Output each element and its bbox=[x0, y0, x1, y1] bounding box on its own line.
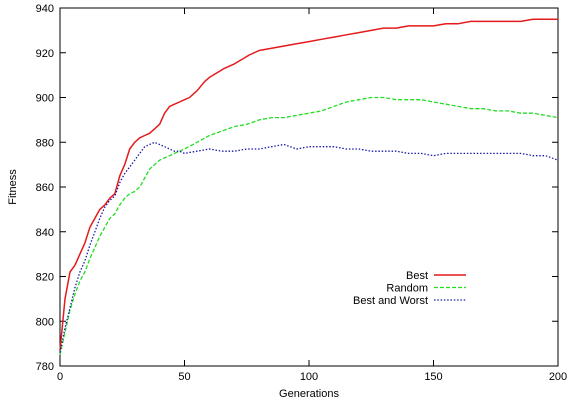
x-tick-label: 200 bbox=[549, 371, 567, 383]
y-tick-label: 780 bbox=[36, 361, 54, 373]
x-tick-label: 50 bbox=[178, 371, 190, 383]
axis-ticks: 0 50 100 150 200 780 800 820 840 860 880 900 920 940 bbox=[36, 3, 568, 383]
series-layer bbox=[59, 18, 559, 355]
y-tick-label: 840 bbox=[36, 227, 54, 239]
y-tick-label: 900 bbox=[36, 93, 54, 105]
legend-label: Best and Worst bbox=[353, 295, 428, 307]
y-tick-label: 860 bbox=[36, 182, 54, 194]
legend-label: Random bbox=[386, 283, 428, 295]
plot-area bbox=[59, 7, 559, 367]
y-tick-label: 820 bbox=[36, 272, 54, 284]
x-tick-label: 150 bbox=[424, 371, 442, 383]
x-axis-title: Generations bbox=[279, 388, 339, 400]
legend-label: Best bbox=[406, 270, 428, 282]
x-tick-label: 100 bbox=[300, 371, 318, 383]
x-tick-label: 0 bbox=[57, 371, 63, 383]
series-line-3 bbox=[59, 141, 559, 353]
y-tick-label: 800 bbox=[36, 316, 54, 328]
series-line-1 bbox=[59, 18, 558, 351]
series-line-2 bbox=[59, 96, 559, 355]
y-tick-label: 880 bbox=[36, 137, 54, 149]
plot-frame bbox=[59, 7, 559, 367]
y-axis-title: Fitness bbox=[7, 169, 19, 205]
y-tick-label: 940 bbox=[36, 3, 54, 15]
y-tick-label: 920 bbox=[36, 48, 54, 60]
